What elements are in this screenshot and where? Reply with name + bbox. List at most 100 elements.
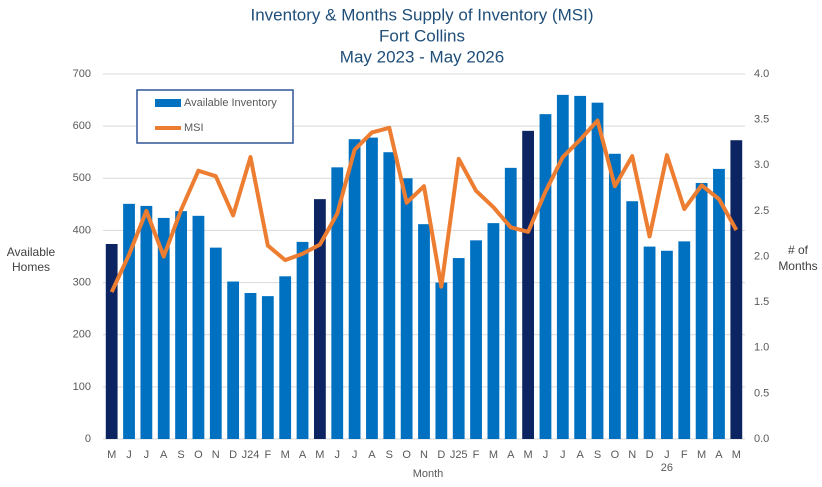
bar xyxy=(157,217,170,439)
bar xyxy=(105,243,118,439)
x-tick-label: J24 xyxy=(242,449,260,461)
x-tick-label: J xyxy=(352,449,358,461)
y-tick-label: 600 xyxy=(73,120,91,132)
y-axis-title: Homes xyxy=(12,260,50,274)
bar xyxy=(713,168,725,439)
x-tick-label: N xyxy=(212,449,220,461)
y2-tick-label: 3.0 xyxy=(754,159,769,171)
x-tick-label: F xyxy=(264,449,271,461)
y2-tick-label: 2.5 xyxy=(754,205,769,217)
bar xyxy=(591,102,604,439)
x-tick-sublabel: 26 xyxy=(661,462,673,474)
bar xyxy=(661,250,673,439)
x-tick-label: O xyxy=(402,449,411,461)
x-tick-label: M xyxy=(489,449,498,461)
x-tick-label: A xyxy=(507,449,515,461)
y2-tick-label: 1.5 xyxy=(754,296,769,308)
bar xyxy=(123,203,135,439)
x-tick-label: A xyxy=(299,449,307,461)
x-tick-label: S xyxy=(386,449,393,461)
bar xyxy=(539,114,552,440)
x-axis-title: Month xyxy=(413,468,444,480)
y-tick-label: 100 xyxy=(73,381,91,393)
x-tick-label: O xyxy=(611,449,620,461)
x-tick-label: M xyxy=(107,449,116,461)
x-tick-label: N xyxy=(628,449,636,461)
x-tick-label: M xyxy=(697,449,706,461)
x-tick-label: J xyxy=(144,449,150,461)
legend xyxy=(136,89,294,144)
bar xyxy=(452,258,465,439)
bar xyxy=(400,178,413,440)
x-tick-label: J xyxy=(334,449,340,461)
y-axis-title: Available xyxy=(7,245,56,259)
x-tick-label: F xyxy=(681,449,688,461)
x-tick-label: D xyxy=(229,449,237,461)
y-tick-label: 500 xyxy=(73,172,91,184)
y-tick-label: 400 xyxy=(73,224,91,236)
bar xyxy=(209,247,222,439)
y2-tick-label: 3.5 xyxy=(754,114,769,126)
y2-axis-title: # of xyxy=(788,243,809,257)
bar xyxy=(643,246,656,439)
bar xyxy=(730,140,743,439)
y2-tick-label: 4.0 xyxy=(754,68,769,80)
x-tick-label: D xyxy=(646,449,654,461)
bar xyxy=(608,153,621,439)
x-tick-label: J xyxy=(560,449,566,461)
bar xyxy=(626,201,639,439)
x-tick-label: O xyxy=(194,449,203,461)
bar xyxy=(418,224,430,439)
chart-title: May 2023 - May 2026 xyxy=(340,47,504,66)
x-tick-label: M xyxy=(315,449,324,461)
x-tick-label: S xyxy=(177,449,184,461)
bar xyxy=(556,94,569,439)
x-tick-label: A xyxy=(715,449,723,461)
x-tick-label: M xyxy=(524,449,533,461)
bar xyxy=(366,137,378,439)
x-tick-label: A xyxy=(576,449,584,461)
x-tick-label: J xyxy=(543,449,549,461)
y2-tick-label: 0.0 xyxy=(754,433,769,445)
y-tick-label: 0 xyxy=(85,433,91,445)
bar xyxy=(522,130,535,440)
bar xyxy=(470,240,482,439)
y2-tick-label: 1.0 xyxy=(754,342,769,354)
chart-title: Fort Collins xyxy=(379,26,465,45)
bar xyxy=(279,276,292,439)
bar xyxy=(487,223,500,439)
bar xyxy=(140,205,153,439)
bar xyxy=(348,139,361,439)
bar xyxy=(296,241,309,439)
bar xyxy=(175,211,187,439)
x-tick-label: J xyxy=(664,449,670,461)
legend-label: MSI xyxy=(184,122,204,134)
legend-swatch xyxy=(155,99,181,107)
x-tick-label: S xyxy=(594,449,601,461)
bar xyxy=(192,215,205,439)
bar xyxy=(227,281,240,439)
y-tick-label: 300 xyxy=(73,276,91,288)
x-tick-label: M xyxy=(732,449,741,461)
x-tick-label: A xyxy=(160,449,168,461)
legend-label: Available Inventory xyxy=(184,97,277,109)
bar xyxy=(574,95,587,440)
bar xyxy=(313,199,326,439)
bar xyxy=(261,296,274,439)
x-tick-label: J xyxy=(126,449,132,461)
bar xyxy=(695,182,708,439)
y2-tick-label: 0.5 xyxy=(754,387,769,399)
x-tick-label: N xyxy=(420,449,428,461)
bar xyxy=(244,293,257,439)
y2-axis-title: Months xyxy=(778,259,817,273)
bar xyxy=(383,152,396,439)
x-tick-label: F xyxy=(473,449,480,461)
bar xyxy=(435,282,448,439)
chart-title: Inventory & Months Supply of Inventory (… xyxy=(251,5,594,24)
x-tick-label: A xyxy=(368,449,376,461)
msi-line xyxy=(109,118,739,293)
bar xyxy=(504,167,517,439)
bar xyxy=(678,241,691,439)
bar xyxy=(331,167,344,440)
